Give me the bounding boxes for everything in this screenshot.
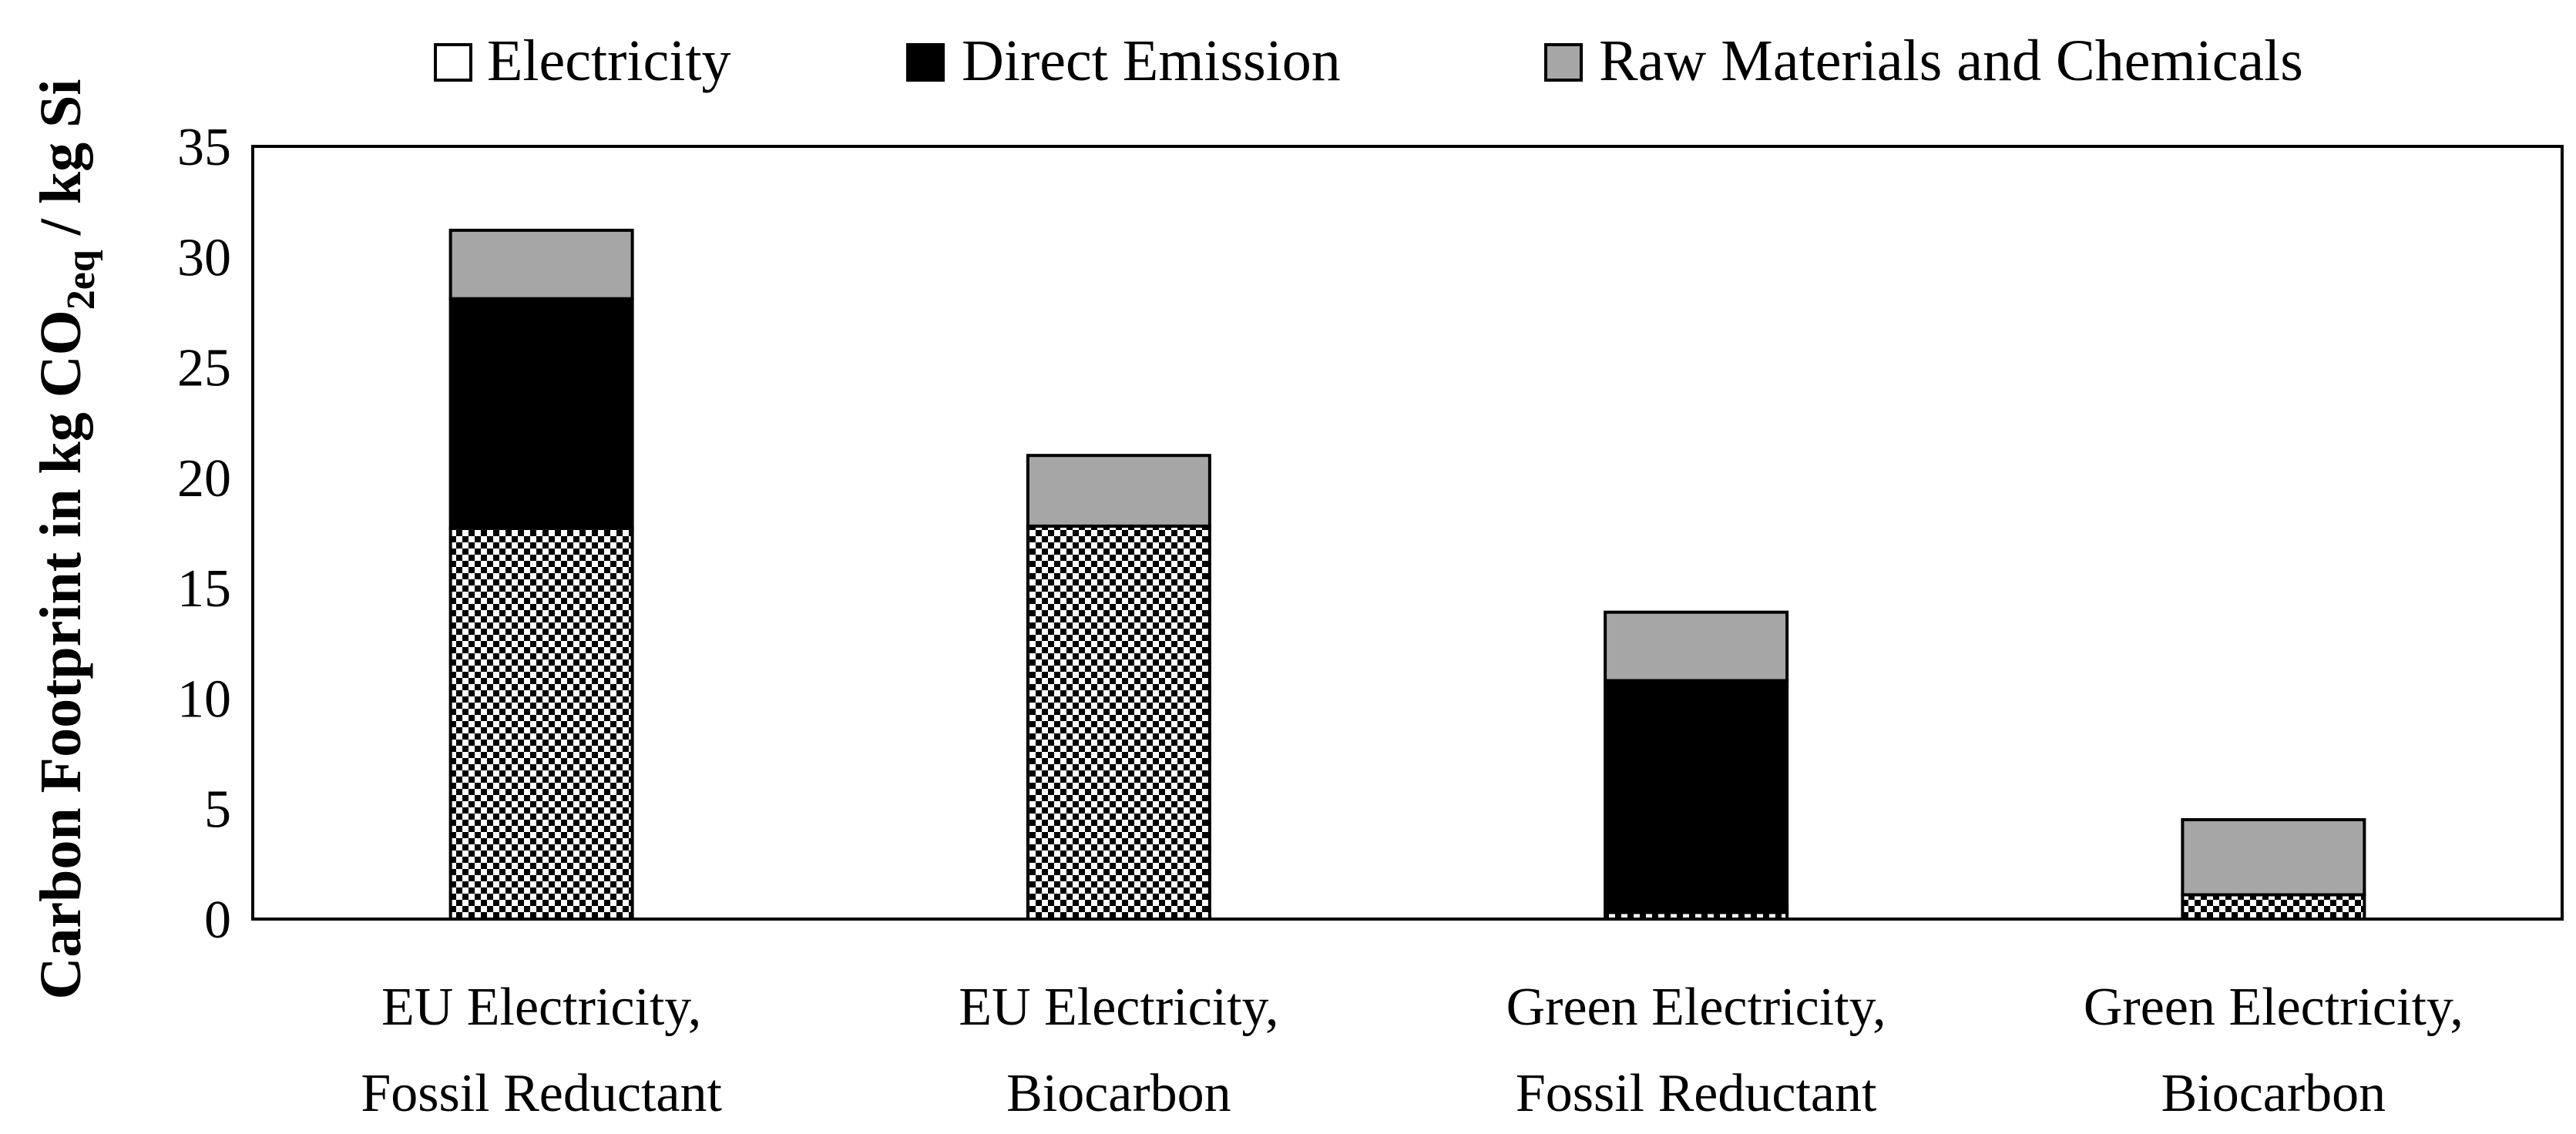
legend-swatch-direct-emission bbox=[906, 43, 945, 82]
x-category-label: Green Electricity, bbox=[1506, 978, 1886, 1037]
x-category-label: EU Electricity, bbox=[381, 978, 701, 1037]
y-axis-title: Carbon Footprint in kg CO2eq / kg Si bbox=[29, 79, 103, 1000]
bars bbox=[448, 228, 2366, 921]
legend-label-raw-materials: Raw Materials and Chemicals bbox=[1599, 29, 2303, 93]
legend-item-electricity: Electricity bbox=[434, 29, 731, 93]
x-category-label: Fossil Reductant bbox=[1516, 1064, 1877, 1123]
y-axis-title-main: Carbon Footprint in kg CO bbox=[29, 310, 93, 999]
y-tick-label: 30 bbox=[177, 228, 231, 287]
legend-swatch-electricity bbox=[434, 43, 472, 82]
legend-item-raw-materials: Raw Materials and Chemicals bbox=[1544, 29, 2303, 93]
x-category-label: Fossil Reductant bbox=[361, 1064, 722, 1123]
plot-frame bbox=[251, 145, 2564, 921]
x-category-label: EU Electricity, bbox=[959, 978, 1278, 1037]
legend-label-direct-emission: Direct Emission bbox=[962, 29, 1341, 93]
y-tick-label: 20 bbox=[177, 449, 231, 508]
bar-segment-electricity bbox=[1026, 524, 1211, 921]
legend: Electricity Direct Emission Raw Material… bbox=[434, 29, 2303, 93]
y-tick-label: 25 bbox=[177, 339, 231, 398]
bar-segment-direct-emission bbox=[448, 297, 634, 530]
bar-stack bbox=[448, 228, 634, 921]
bar-segment-electricity bbox=[2181, 893, 2366, 921]
y-axis-title-sub: 2eq bbox=[59, 250, 103, 310]
x-category-label: Biocarbon bbox=[1006, 1064, 1231, 1123]
bar-segment-direct-emission bbox=[1604, 679, 1789, 914]
legend-label-electricity: Electricity bbox=[487, 29, 731, 93]
y-tick-label: 15 bbox=[177, 559, 231, 619]
x-category-label: Green Electricity, bbox=[2084, 978, 2463, 1037]
y-tick-label: 35 bbox=[177, 118, 231, 177]
x-axis-labels: EU Electricity, Fossil Reductant EU Electr… bbox=[361, 978, 2463, 1123]
bar-stack bbox=[1604, 610, 1789, 921]
y-axis-title-rest: / kg Si bbox=[29, 79, 93, 250]
x-category-label: Biocarbon bbox=[2161, 1064, 2386, 1123]
y-axis-ticks: 0 5 10 15 20 25 30 35 bbox=[177, 118, 231, 950]
legend-item-direct-emission: Direct Emission bbox=[906, 29, 1341, 93]
bar-segment-raw-materials bbox=[1604, 610, 1789, 683]
y-tick-label: 5 bbox=[204, 780, 231, 840]
y-tick-label: 0 bbox=[204, 891, 231, 950]
bar-segment-electricity bbox=[448, 526, 634, 921]
bar-segment-raw-materials bbox=[1026, 454, 1211, 528]
bar-segment-raw-materials bbox=[2181, 818, 2366, 897]
y-tick-label: 10 bbox=[177, 669, 231, 729]
legend-swatch-raw-materials bbox=[1544, 43, 1583, 82]
bar-stack bbox=[1026, 454, 1211, 921]
bar-segment-raw-materials bbox=[448, 228, 634, 300]
bar-stack bbox=[2181, 818, 2366, 921]
